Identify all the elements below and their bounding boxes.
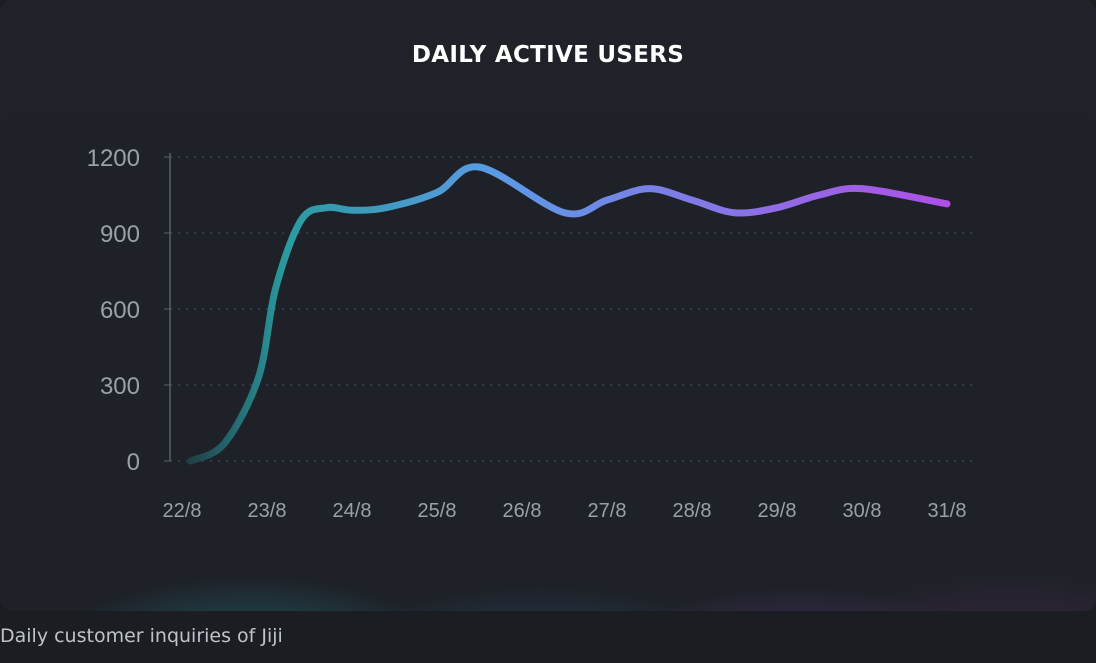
series-line xyxy=(187,163,951,465)
line-chart: 0 300 600 900 1200 22/8 23/8 24/8 25/8 26/8 27/8 2… xyxy=(87,145,975,522)
caption-bar xyxy=(0,611,1096,663)
x-tick-label: 31/8 xyxy=(928,500,967,522)
x-tick-label: 24/8 xyxy=(333,500,372,522)
y-tick-label: 1200 xyxy=(87,145,140,172)
chart-panel: 0 300 600 900 1200 22/8 23/8 24/8 25/8 26/8 27/8 2… xyxy=(0,117,1096,611)
title-card: DAILY ACTIVE USERS xyxy=(0,0,1096,130)
x-tick-label: 27/8 xyxy=(588,500,627,522)
x-tick-label: 28/8 xyxy=(673,500,712,522)
chart-title: DAILY ACTIVE USERS xyxy=(411,42,685,68)
x-tick-label: 29/8 xyxy=(758,500,797,522)
x-tick-label: 26/8 xyxy=(503,500,542,522)
y-tick-label: 0 xyxy=(127,449,140,476)
y-tick-label: 900 xyxy=(100,221,140,248)
y-tick-label: 600 xyxy=(100,297,140,324)
x-tick-label: 30/8 xyxy=(843,500,882,522)
chart-caption: Daily customer inquiries of Jiji xyxy=(0,625,283,647)
x-tick-label: 23/8 xyxy=(248,500,287,522)
x-tick-label: 22/8 xyxy=(163,500,202,522)
y-tick-label: 300 xyxy=(100,373,140,400)
x-tick-label: 25/8 xyxy=(418,500,457,522)
